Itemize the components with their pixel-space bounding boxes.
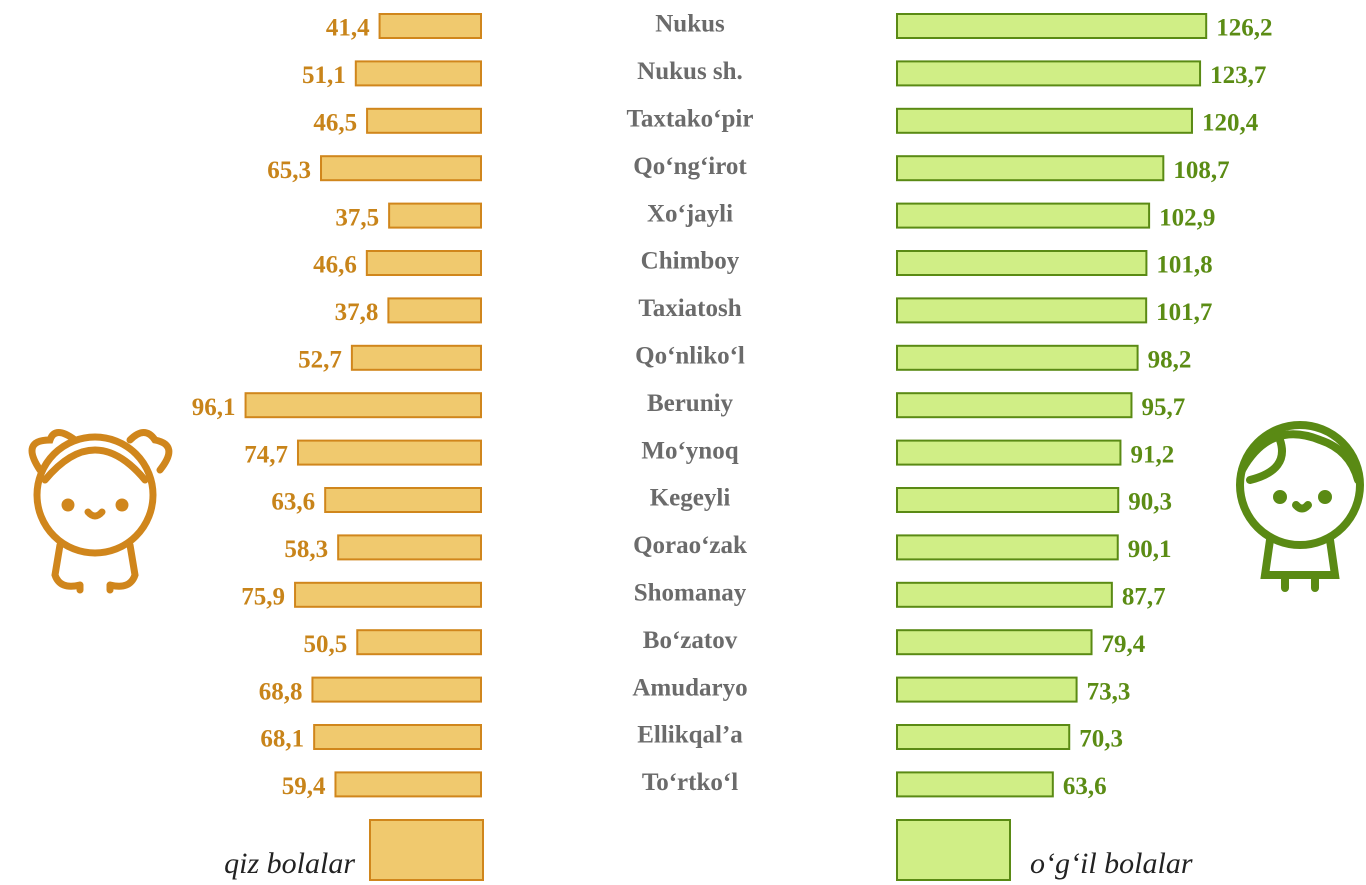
- bar: [896, 297, 1148, 324]
- value-label: 90,1: [1128, 536, 1172, 563]
- bar: [378, 13, 483, 39]
- bar: [388, 202, 482, 229]
- bar: [334, 771, 482, 798]
- category-label: Taxiatosh: [638, 295, 741, 322]
- bar: [896, 202, 1151, 229]
- category-label: Nukus sh.: [637, 58, 743, 85]
- value-label: 96,1: [192, 394, 236, 421]
- bar: [313, 724, 482, 750]
- value-label: 108,7: [1173, 157, 1229, 184]
- bar: [896, 13, 1208, 39]
- bar: [356, 629, 482, 656]
- category-label: Amudaryo: [632, 674, 747, 701]
- value-label: 98,2: [1148, 347, 1192, 374]
- value-label: 50,5: [304, 631, 348, 658]
- value-label: 90,3: [1128, 489, 1172, 516]
- bar: [896, 724, 1071, 750]
- value-label: 58,3: [284, 536, 328, 563]
- category-label: Mo‘ynoq: [641, 437, 738, 464]
- value-label: 63,6: [271, 489, 315, 516]
- value-label: 52,7: [298, 347, 342, 374]
- value-label: 37,5: [335, 204, 379, 231]
- bar: [354, 60, 482, 87]
- value-label: 101,7: [1156, 299, 1212, 326]
- bar: [896, 487, 1120, 513]
- value-label: 59,4: [282, 773, 326, 800]
- category-label: Taxtako‘pir: [627, 106, 754, 133]
- bar: [294, 581, 483, 608]
- value-label: 68,8: [259, 678, 303, 705]
- value-label: 70,3: [1079, 726, 1123, 753]
- category-label: Qo‘ng‘irot: [633, 153, 747, 180]
- bar: [896, 629, 1093, 656]
- category-label: Beruniy: [647, 390, 734, 417]
- value-label: 126,2: [1216, 15, 1272, 42]
- value-label: 37,8: [335, 299, 379, 326]
- bar: [896, 155, 1165, 182]
- category-label: Kegeyli: [650, 485, 731, 512]
- value-label: 91,2: [1130, 441, 1174, 468]
- category-label: Nukus: [655, 11, 725, 38]
- category-label: Ellikqal’a: [637, 722, 743, 749]
- value-label: 65,3: [267, 157, 311, 184]
- value-label: 51,1: [302, 62, 346, 89]
- bar: [896, 439, 1122, 466]
- legend-swatch: [896, 819, 1011, 881]
- bar: [387, 297, 483, 324]
- category-label: Qorao‘zak: [633, 532, 747, 559]
- value-label: 79,4: [1102, 631, 1146, 658]
- bar: [896, 676, 1078, 703]
- category-label: Qo‘nliko‘l: [635, 343, 745, 370]
- value-label: 46,5: [313, 110, 357, 137]
- bar: [296, 439, 482, 466]
- value-label: 63,6: [1063, 773, 1107, 800]
- legend-label: qiz bolalar: [224, 847, 355, 880]
- value-label: 46,6: [313, 252, 357, 279]
- value-label: 123,7: [1210, 62, 1266, 89]
- legend-label: o‘g‘il bolalar: [1030, 847, 1193, 880]
- bar: [896, 581, 1113, 608]
- bar: [244, 392, 482, 419]
- bar: [337, 534, 483, 561]
- value-label: 75,9: [241, 584, 285, 611]
- bar: [896, 344, 1139, 371]
- value-label: 120,4: [1202, 110, 1259, 137]
- value-label: 73,3: [1087, 678, 1131, 705]
- bar: [896, 392, 1133, 419]
- bar: [311, 676, 482, 703]
- bar: [896, 60, 1202, 87]
- bar: [350, 344, 483, 371]
- value-label: 74,7: [244, 441, 288, 468]
- category-label: Bo‘zatov: [643, 627, 738, 654]
- value-label: 102,9: [1159, 204, 1215, 231]
- value-label: 41,4: [326, 15, 370, 42]
- bar: [366, 107, 483, 134]
- bar: [365, 250, 482, 276]
- bar: [896, 250, 1148, 276]
- bar: [896, 771, 1054, 798]
- value-label: 101,8: [1156, 252, 1212, 279]
- category-label: Chimboy: [641, 248, 740, 275]
- value-label: 95,7: [1141, 394, 1185, 421]
- bar: [896, 534, 1119, 561]
- girl-icon: [28, 429, 173, 594]
- category-label: Shomanay: [634, 580, 747, 607]
- bar: [324, 487, 482, 513]
- category-label: Xo‘jayli: [647, 200, 733, 227]
- boy-icon: [1236, 421, 1364, 592]
- value-label: 68,1: [260, 726, 304, 753]
- bar: [896, 107, 1193, 134]
- category-label: To‘rtko‘l: [642, 769, 738, 796]
- bar: [320, 155, 483, 182]
- value-label: 87,7: [1122, 584, 1166, 611]
- legend-swatch: [369, 819, 484, 881]
